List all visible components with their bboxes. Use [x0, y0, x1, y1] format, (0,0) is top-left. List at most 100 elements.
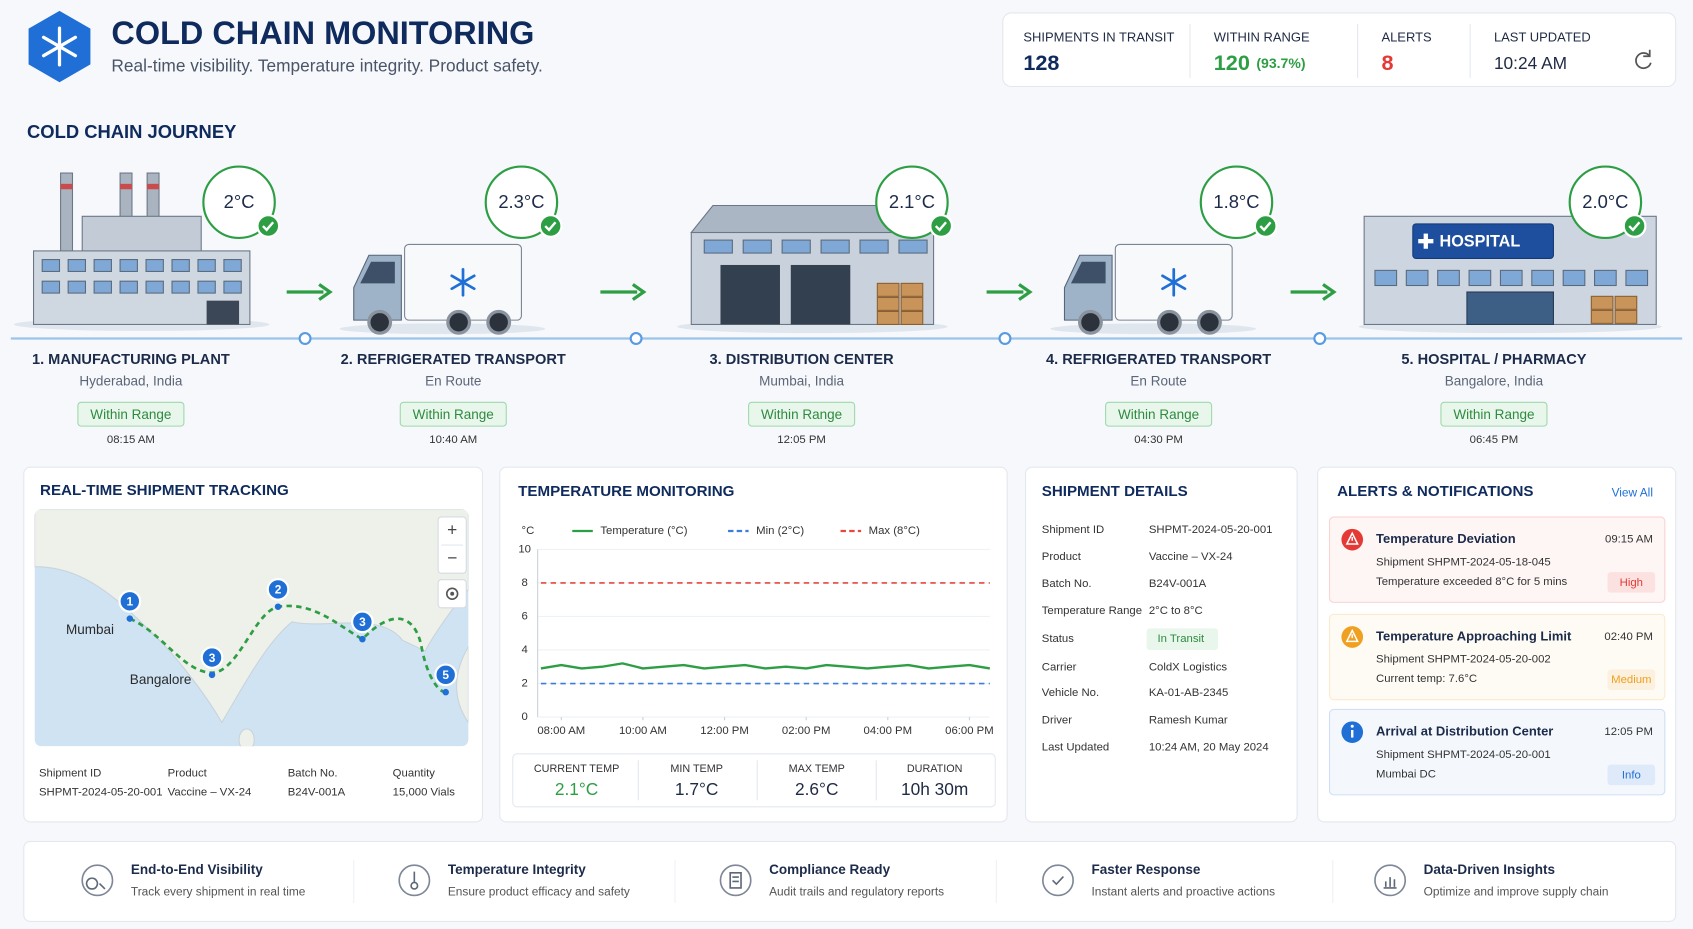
y-tick-label: 10 — [518, 543, 531, 555]
kpi-number: 8 — [1381, 50, 1393, 75]
island — [238, 728, 255, 747]
step-temperature: 2.1°C — [889, 191, 935, 212]
feature-text: Audit trails and regulatory reports — [769, 884, 944, 898]
marker[interactable] — [118, 589, 142, 613]
severity-pill — [1607, 669, 1656, 690]
section-title: COLD CHAIN JOURNEY — [27, 121, 236, 142]
status-pill — [1440, 401, 1548, 427]
marker-label: 1 — [127, 595, 134, 609]
marker-label: 3 — [359, 615, 366, 629]
y-axis-label: °C — [522, 525, 535, 537]
table-header: Product — [168, 767, 208, 779]
city-label: Mumbai — [66, 622, 114, 637]
window — [1374, 269, 1398, 287]
stat-value: 2.1°C — [555, 779, 598, 799]
step-status: Within Range — [90, 407, 171, 422]
step-temperature: 2.0°C — [1582, 191, 1628, 212]
panel — [1317, 466, 1677, 823]
alert-time: 12:05 PM — [1604, 726, 1653, 738]
feature-title: Temperature Integrity — [448, 862, 586, 877]
window — [1531, 269, 1554, 287]
step-time: 10:40 AM — [429, 434, 477, 446]
step-name: 2. REFRIGERATED TRANSPORT — [341, 352, 566, 368]
stat-label: MAX TEMP — [789, 763, 845, 775]
view-all-link[interactable]: View All — [1612, 485, 1653, 499]
stats-box — [512, 753, 996, 808]
alert-time: 02:40 PM — [1604, 631, 1653, 643]
window — [41, 259, 61, 272]
severity-pill — [1607, 572, 1656, 593]
arrow-head — [631, 283, 647, 301]
check-badge — [256, 214, 281, 238]
marker[interactable] — [266, 578, 290, 601]
locate-icon — [445, 587, 459, 600]
feature-title: Compliance Ready — [769, 862, 890, 877]
check-badge — [929, 214, 954, 238]
alert-severity: High — [1620, 577, 1643, 589]
step-temperature: 2°C — [224, 191, 255, 212]
zoom-in[interactable]: + — [447, 520, 457, 540]
detail-value: Ramesh Kumar — [1149, 714, 1228, 726]
step-name: 5. HOSPITAL / PHARMACY — [1401, 352, 1586, 368]
zoom-out[interactable]: − — [447, 548, 457, 568]
window — [171, 280, 190, 294]
marker[interactable] — [351, 610, 374, 634]
y-tick-label: 4 — [522, 644, 528, 656]
detail-value: Vaccine – VX-24 — [1149, 551, 1233, 563]
marker-dot — [274, 603, 282, 610]
check-badge — [1253, 214, 1278, 238]
window — [1594, 269, 1617, 287]
box — [876, 310, 900, 325]
table-header: Shipment ID — [39, 767, 101, 779]
window — [197, 259, 216, 272]
box — [1590, 295, 1614, 310]
detail-value: In Transit — [1158, 633, 1206, 645]
x-tick-label: 06:00 PM — [945, 725, 994, 737]
alert-text: Current temp: 7.6°C — [1376, 673, 1477, 685]
feature-text: Track every shipment in real time — [131, 884, 306, 898]
feature-title: Data-Driven Insights — [1424, 862, 1555, 877]
detail-label: Carrier — [1042, 661, 1077, 673]
table-cell: 15,000 Vials — [393, 787, 456, 799]
kpi-number: 120 — [1214, 50, 1250, 75]
map: 1 2 3 3 5 Mumbai Bangalore — [34, 509, 469, 747]
table-header: Batch No. — [288, 767, 338, 779]
panel-title: SHIPMENT DETAILS — [1042, 483, 1188, 500]
status-pill — [748, 401, 856, 427]
detail-label: Last Updated — [1042, 741, 1109, 753]
detail-label: Temperature Range — [1042, 605, 1142, 617]
stat-value: 1.7°C — [675, 779, 718, 799]
step-location: En Route — [1130, 373, 1186, 388]
kpi-label: SHIPMENTS IN TRANSIT — [1023, 29, 1174, 44]
box — [900, 296, 924, 311]
timeline-node — [629, 332, 643, 345]
check-badge — [538, 214, 563, 238]
step-status: Within Range — [413, 407, 494, 422]
detail-label: Shipment ID — [1042, 524, 1104, 536]
alert-card — [1328, 708, 1666, 796]
page-title: COLD CHAIN MONITORING — [111, 15, 534, 51]
wheel — [486, 309, 512, 335]
refresh-icon[interactable] — [1635, 49, 1652, 70]
alert-time: 09:15 AM — [1605, 534, 1653, 546]
marker-label: 2 — [275, 583, 282, 597]
check-mark — [1259, 221, 1272, 232]
feature-icon — [719, 864, 752, 897]
marker[interactable] — [200, 646, 224, 669]
detail-value: KA-01-AB-2345 — [1149, 687, 1228, 699]
feature-title: Faster Response — [1092, 862, 1201, 877]
table-cell: Vaccine – VX-24 — [168, 787, 252, 799]
alert-glyph-dot — [1350, 724, 1354, 728]
x-tick-label: 12:00 PM — [700, 725, 749, 737]
table-cell: B24V-001A — [288, 787, 346, 799]
step-status: Within Range — [1453, 407, 1534, 422]
window — [820, 239, 850, 254]
temp-circle — [202, 165, 276, 240]
marker[interactable] — [434, 663, 458, 687]
y-tick-label: 0 — [522, 711, 528, 723]
feature-icon — [398, 864, 431, 897]
factory-upper — [81, 215, 202, 255]
temp-circle — [875, 165, 949, 240]
marker-dot — [126, 615, 134, 622]
chimney-stripe — [60, 183, 73, 190]
